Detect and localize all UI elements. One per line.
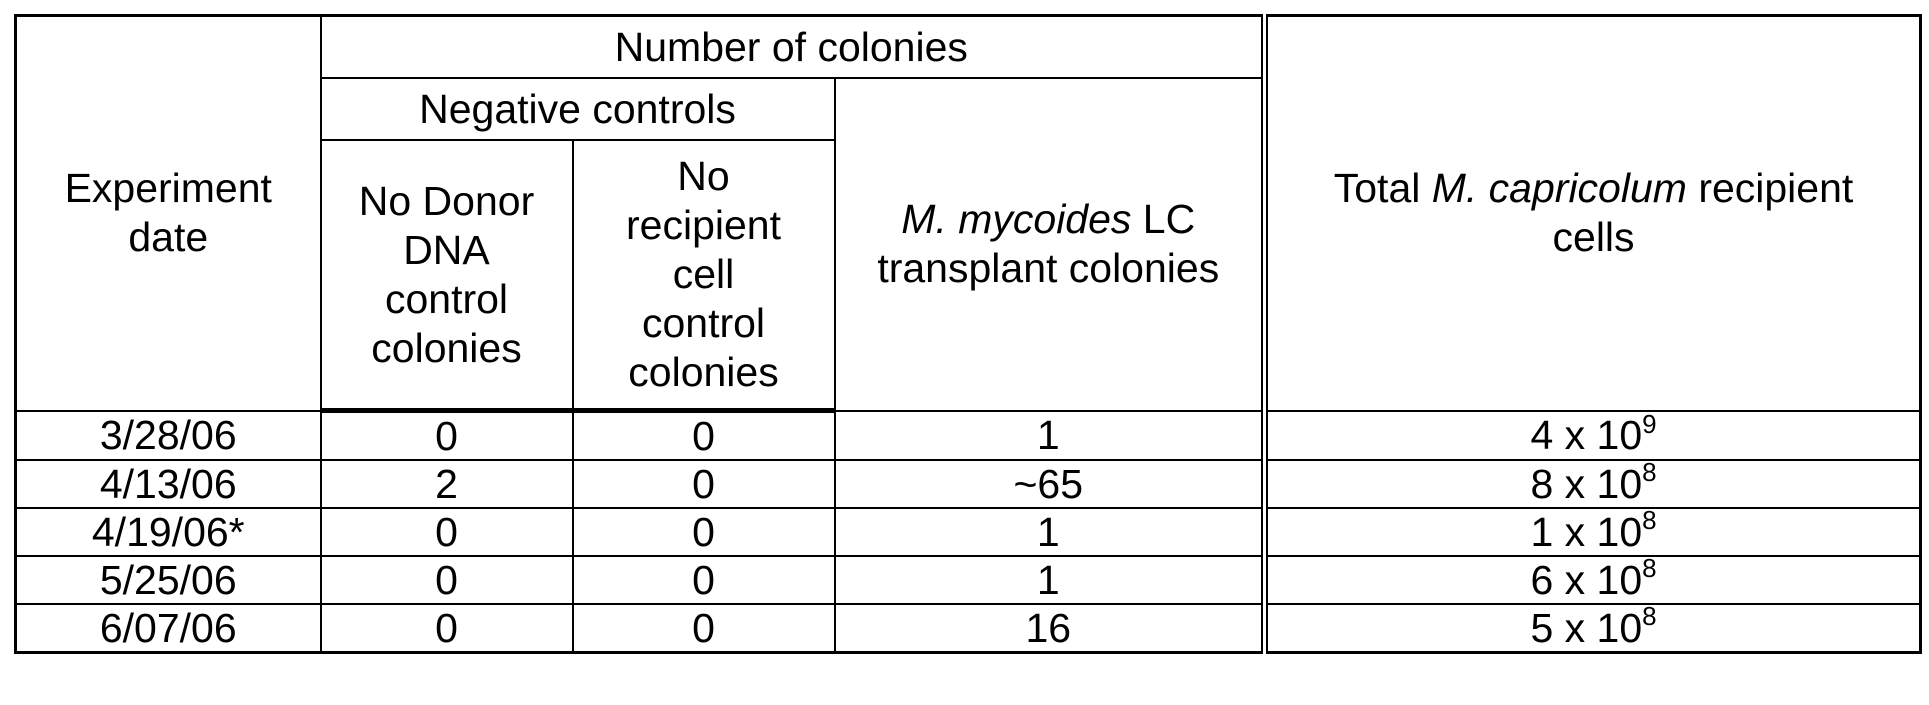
no-donor-dna-header: No Donor DNA control colonies <box>321 140 573 411</box>
total-cells-cell: 8 x 108 <box>1265 460 1921 508</box>
number-of-colonies-header: Number of colonies <box>321 16 1265 79</box>
table-row: 4/13/06 2 0 ~65 8 x 108 <box>16 460 1921 508</box>
negative-controls-header: Negative controls <box>321 78 835 140</box>
transplant-cell: 1 <box>835 508 1265 556</box>
table-row: 4/19/06* 0 0 1 1 x 108 <box>16 508 1921 556</box>
experiment-date-cell: 4/13/06 <box>16 460 321 508</box>
transplant-cell: ~65 <box>835 460 1265 508</box>
total-cells-cell: 6 x 108 <box>1265 556 1921 604</box>
header-row: Experiment date Number of colonies Total… <box>16 16 1921 79</box>
no-recipient-cell: 0 <box>573 460 835 508</box>
table-row: 3/28/06 0 0 1 4 x 109 <box>16 411 1921 461</box>
table-row: 6/07/06 0 0 16 5 x 108 <box>16 604 1921 653</box>
experiment-date-cell: 6/07/06 <box>16 604 321 653</box>
table-row: 5/25/06 0 0 1 6 x 108 <box>16 556 1921 604</box>
no-recipient-cell: 0 <box>573 411 835 461</box>
transplant-cell: 16 <box>835 604 1265 653</box>
no-donor-cell: 0 <box>321 411 573 461</box>
total-cells-cell: 5 x 108 <box>1265 604 1921 653</box>
no-donor-cell: 0 <box>321 556 573 604</box>
experiment-date-cell: 3/28/06 <box>16 411 321 461</box>
transplant-colonies-header: M. mycoides LC transplant colonies <box>835 78 1265 411</box>
no-recipient-cell: 0 <box>573 604 835 653</box>
no-donor-cell: 0 <box>321 508 573 556</box>
no-recipient-cell-header: No recipient cell control colonies <box>573 140 835 411</box>
experiment-date-header: Experiment date <box>16 16 321 411</box>
transplant-cell: 1 <box>835 556 1265 604</box>
experiment-date-cell: 4/19/06* <box>16 508 321 556</box>
transplant-cell: 1 <box>835 411 1265 461</box>
total-cells-cell: 1 x 108 <box>1265 508 1921 556</box>
experiment-date-cell: 5/25/06 <box>16 556 321 604</box>
colonies-table: Experiment date Number of colonies Total… <box>14 14 1922 654</box>
no-donor-cell: 2 <box>321 460 573 508</box>
no-donor-cell: 0 <box>321 604 573 653</box>
total-recipient-cells-header: Total M. capricolum recipient cells <box>1265 16 1921 411</box>
no-recipient-cell: 0 <box>573 508 835 556</box>
total-cells-cell: 4 x 109 <box>1265 411 1921 461</box>
no-recipient-cell: 0 <box>573 556 835 604</box>
